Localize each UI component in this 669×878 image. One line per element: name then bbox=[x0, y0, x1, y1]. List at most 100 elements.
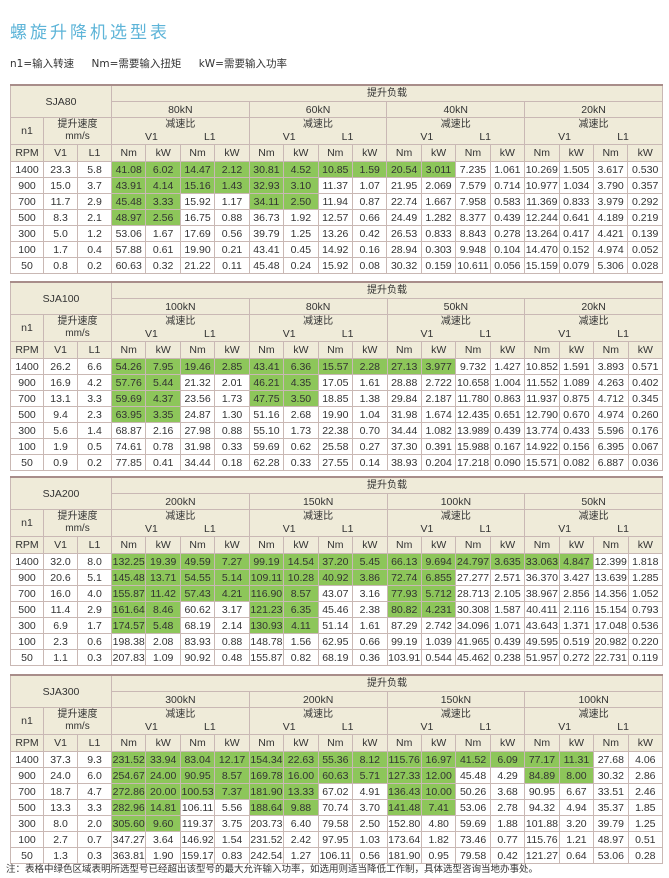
n1-header: n1 bbox=[10, 509, 44, 537]
value-cell-exceeds-power: 4.37 bbox=[145, 390, 181, 407]
value-cell: 0.833 bbox=[558, 193, 594, 210]
table-row: 300 8.0 2.0 305.60 9.60 119.37 3.75 203.73 6.40 7… bbox=[10, 815, 664, 832]
reduction-ratio-header: 减速比 V1 L1 bbox=[248, 509, 388, 537]
kw-header: kW bbox=[214, 536, 250, 554]
ratio-v1: V1 bbox=[282, 523, 296, 535]
value-cell: 28.88 bbox=[386, 374, 422, 391]
value-cell-exceeds-power: 2.56 bbox=[145, 209, 181, 226]
ratio-l1: L1 bbox=[204, 721, 216, 733]
value-cell: 0.067 bbox=[627, 438, 664, 455]
nm-header: Nm bbox=[248, 341, 285, 359]
value-cell: 74.61 bbox=[110, 438, 147, 455]
value-cell: 5.596 bbox=[593, 422, 629, 439]
reduction-ratio-label: 减速比 bbox=[440, 119, 471, 130]
value-cell: 30.32 bbox=[593, 767, 629, 784]
value-cell: 22.74 bbox=[386, 193, 422, 210]
value-cell: 17.69 bbox=[179, 225, 216, 242]
value-cell-exceeds-power: 54.26 bbox=[110, 358, 147, 375]
value-cell: 50.26 bbox=[455, 783, 491, 800]
value-cell: 0.439 bbox=[489, 209, 526, 226]
value-cell: 0.875 bbox=[558, 390, 595, 407]
value-cell: 2.722 bbox=[420, 374, 457, 391]
value-cell: 23.56 bbox=[179, 390, 216, 407]
value-cell: 13.26 bbox=[317, 225, 353, 242]
value-cell: 0.08 bbox=[351, 257, 388, 274]
value-cell-exceeds-power: 15.16 bbox=[179, 177, 216, 194]
value-cell: 2.50 bbox=[352, 815, 388, 832]
load-capacity: 200kN bbox=[248, 691, 388, 708]
n1-header: n1 bbox=[10, 314, 44, 342]
value-cell: 1.039 bbox=[420, 633, 457, 650]
value-cell: 94.32 bbox=[524, 799, 560, 816]
value-cell: 27.55 bbox=[317, 454, 354, 471]
value-cell: 0.519 bbox=[558, 633, 595, 650]
nm-header: Nm bbox=[386, 341, 422, 359]
rpm-value: 900 bbox=[10, 177, 44, 194]
rpm-value: 1400 bbox=[10, 553, 44, 570]
value-cell: 4.263 bbox=[593, 374, 629, 391]
value-cell-exceeds-power: 30.81 bbox=[248, 161, 285, 178]
value-cell: 1.282 bbox=[420, 209, 457, 226]
value-cell: 0.28 bbox=[627, 847, 664, 864]
nm-header: Nm bbox=[179, 536, 216, 554]
ratio-v1: V1 bbox=[558, 131, 572, 143]
value-cell: 14.470 bbox=[524, 241, 560, 258]
value-cell: 5.56 bbox=[214, 799, 250, 816]
value-cell: 203.73 bbox=[248, 815, 285, 832]
value-cell: 48.97 bbox=[593, 831, 629, 848]
value-cell: 159.17 bbox=[179, 847, 216, 864]
value-cell: 106.11 bbox=[179, 799, 216, 816]
value-cell-exceeds-power: 8.12 bbox=[352, 751, 388, 768]
value-cell: 10.658 bbox=[455, 374, 491, 391]
value-cell: 34.44 bbox=[386, 422, 422, 439]
value-cell-exceeds-power: 145.48 bbox=[110, 569, 147, 586]
value-cell: 4.974 bbox=[593, 406, 629, 423]
value-cell-exceeds-power: 188.64 bbox=[248, 799, 285, 816]
n1-header: n1 bbox=[10, 117, 44, 145]
l1-header: L1 bbox=[77, 536, 112, 554]
value-cell: 28.713 bbox=[455, 585, 491, 602]
value-cell-exceeds-power: 169.78 bbox=[248, 767, 285, 784]
value-cell: 14.356 bbox=[593, 585, 629, 602]
value-cell: 3.790 bbox=[592, 177, 629, 194]
value-cell: 1.88 bbox=[489, 815, 526, 832]
table-row: 300 6.9 1.7 174.57 5.48 68.19 2.14 130.93 4.11 51… bbox=[10, 617, 664, 634]
value-cell: 70.74 bbox=[317, 799, 354, 816]
value-cell: 14.922 bbox=[524, 438, 560, 455]
value-cell: 4.06 bbox=[627, 751, 664, 768]
value-cell: 43.643 bbox=[524, 617, 560, 634]
value-cell: 60.63 bbox=[111, 257, 147, 274]
value-cell: 27.277 bbox=[455, 569, 491, 586]
value-cell: 3.75 bbox=[214, 815, 250, 832]
value-cell-exceeds-power: 46.21 bbox=[248, 374, 285, 391]
value-cell: 19.90 bbox=[179, 241, 216, 258]
value-cell: 103.91 bbox=[386, 649, 422, 666]
reduction-ratio-header: 减速比 V1 L1 bbox=[386, 509, 526, 537]
table-row: 1400 23.3 5.8 41.08 6.02 14.47 2.12 30.81 4.52 10… bbox=[10, 161, 663, 178]
value-cell: 6.40 bbox=[283, 815, 319, 832]
value-cell: 2.187 bbox=[420, 390, 457, 407]
value-cell: 173.64 bbox=[386, 831, 422, 848]
nm-header: Nm bbox=[455, 144, 491, 162]
value-cell: 1.61 bbox=[352, 617, 388, 634]
value-cell: 62.28 bbox=[248, 454, 285, 471]
value-cell: 11.780 bbox=[455, 390, 491, 407]
value-cell-exceeds-power: 57.43 bbox=[179, 585, 216, 602]
value-cell: 79.58 bbox=[317, 815, 354, 832]
value-cell-exceeds-power: 16.00 bbox=[283, 767, 319, 784]
value-cell: 2.14 bbox=[214, 617, 250, 634]
value-cell: 2.571 bbox=[489, 569, 526, 586]
value-cell: 45.48 bbox=[248, 257, 285, 274]
value-cell: 3.17 bbox=[214, 601, 250, 618]
value-cell: 0.70 bbox=[352, 422, 388, 439]
value-cell: 7.958 bbox=[455, 193, 491, 210]
value-cell: 22.38 bbox=[317, 422, 354, 439]
value-cell: 1.004 bbox=[489, 374, 526, 391]
value-cell: 17.05 bbox=[317, 374, 354, 391]
value-cell: 0.571 bbox=[627, 358, 664, 375]
value-cell: 1.674 bbox=[420, 406, 457, 423]
kw-header: kW bbox=[214, 734, 250, 752]
v1-speed: 5.0 bbox=[43, 225, 78, 242]
value-cell-exceeds-power: 16.97 bbox=[420, 751, 457, 768]
value-cell: 45.462 bbox=[455, 649, 491, 666]
